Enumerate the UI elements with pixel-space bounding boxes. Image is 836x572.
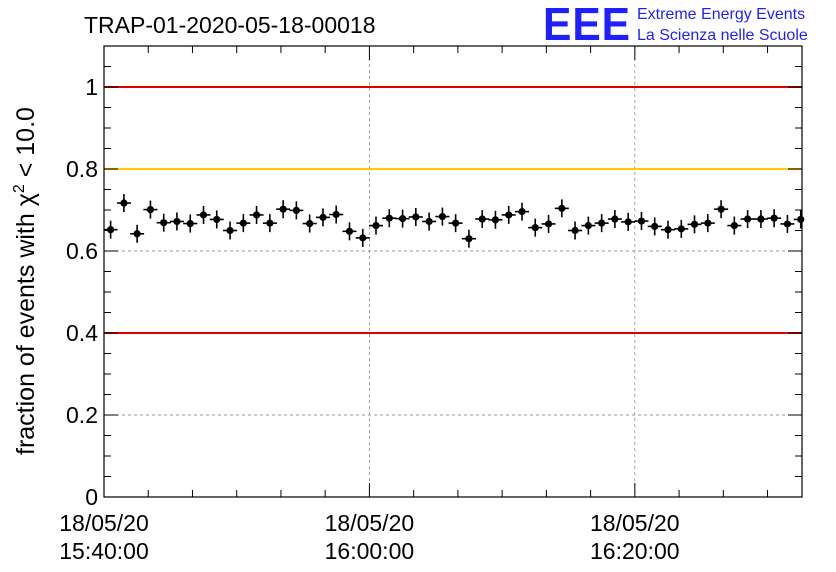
y-axis-label-main: fraction of events with χ xyxy=(12,193,40,455)
data-point xyxy=(554,199,569,218)
eee-logo: EEE Extreme Energy Events La Scienza nel… xyxy=(543,0,808,50)
data-point xyxy=(355,228,370,247)
x-tick-label-time: 16:00:00 xyxy=(325,538,415,564)
data-point xyxy=(223,221,238,240)
x-tick-label-date: 18/05/20 xyxy=(59,510,149,536)
data-point xyxy=(209,210,224,229)
data-point xyxy=(621,212,636,231)
data-point xyxy=(461,229,476,248)
eee-logo-text: EEE xyxy=(543,0,631,50)
y-tick-label: 0.6 xyxy=(66,238,98,264)
logo-line-1: Extreme Energy Events xyxy=(637,6,805,23)
data-point xyxy=(660,220,675,239)
x-tick-label-date: 18/05/20 xyxy=(590,510,680,536)
data-point xyxy=(329,205,344,224)
y-tick-label: 0 xyxy=(85,484,98,510)
data-point xyxy=(475,210,490,229)
chart-title: TRAP-01-2020-05-18-00018 xyxy=(84,12,376,38)
x-tick-label-date: 18/05/20 xyxy=(325,510,415,536)
y-tick-label: 1 xyxy=(85,74,98,100)
data-point xyxy=(594,214,609,233)
data-point xyxy=(647,217,662,236)
data-point xyxy=(422,212,437,231)
data-point xyxy=(342,222,357,241)
data-point xyxy=(780,214,795,233)
data-point xyxy=(369,216,384,235)
data-point xyxy=(714,200,729,219)
data-point xyxy=(581,216,596,235)
data-point xyxy=(687,215,702,234)
data-point xyxy=(302,214,317,233)
data-point xyxy=(740,210,755,229)
data-point xyxy=(408,207,423,226)
data-point xyxy=(753,210,768,229)
data-point xyxy=(541,214,556,233)
y-axis: 0 0.2 0.4 0.6 0.8 1 xyxy=(66,45,802,510)
x-tick-label-time: 15:40:00 xyxy=(59,538,149,564)
data-point xyxy=(130,224,145,243)
data-point xyxy=(196,205,211,224)
y-tick-label: 0.2 xyxy=(66,402,98,428)
data-point xyxy=(143,200,158,219)
data-point xyxy=(183,214,198,233)
data-point xyxy=(674,219,689,238)
data-point xyxy=(528,218,543,237)
data-point xyxy=(634,212,649,231)
data-point xyxy=(116,194,131,213)
y-axis-label: fraction of events with χ2 < 10.0 xyxy=(11,107,40,455)
data-point xyxy=(315,208,330,227)
y-tick-label: 0.4 xyxy=(66,320,98,346)
reference-lines xyxy=(104,86,802,334)
data-points xyxy=(104,194,805,248)
data-point xyxy=(767,209,782,228)
data-point xyxy=(501,205,516,224)
data-point xyxy=(515,202,530,221)
data-point xyxy=(262,214,277,233)
y-axis-label-tail: < 10.0 xyxy=(12,107,40,184)
data-point xyxy=(700,214,715,233)
data-point xyxy=(727,216,742,235)
x-axis: 18/05/2015:40:0018/05/2016:00:0018/05/20… xyxy=(59,46,769,564)
data-point xyxy=(104,220,118,239)
data-point xyxy=(276,200,291,219)
plot-area xyxy=(104,46,802,497)
data-point xyxy=(607,210,622,229)
logo-line-2: La Scienza nelle Scuole xyxy=(637,27,808,44)
data-point xyxy=(249,205,264,224)
data-point xyxy=(169,212,184,231)
y-tick-label: 0.8 xyxy=(66,156,98,182)
data-point xyxy=(289,201,304,220)
data-point xyxy=(448,214,463,233)
data-point xyxy=(395,209,410,228)
data-point xyxy=(488,210,503,229)
data-point xyxy=(156,213,171,232)
data-point xyxy=(382,209,397,228)
y-axis-label-superscript: 2 xyxy=(11,184,28,193)
data-point xyxy=(435,207,450,226)
data-point xyxy=(568,221,583,240)
data-point xyxy=(236,214,251,233)
x-tick-label-time: 16:20:00 xyxy=(590,538,680,564)
